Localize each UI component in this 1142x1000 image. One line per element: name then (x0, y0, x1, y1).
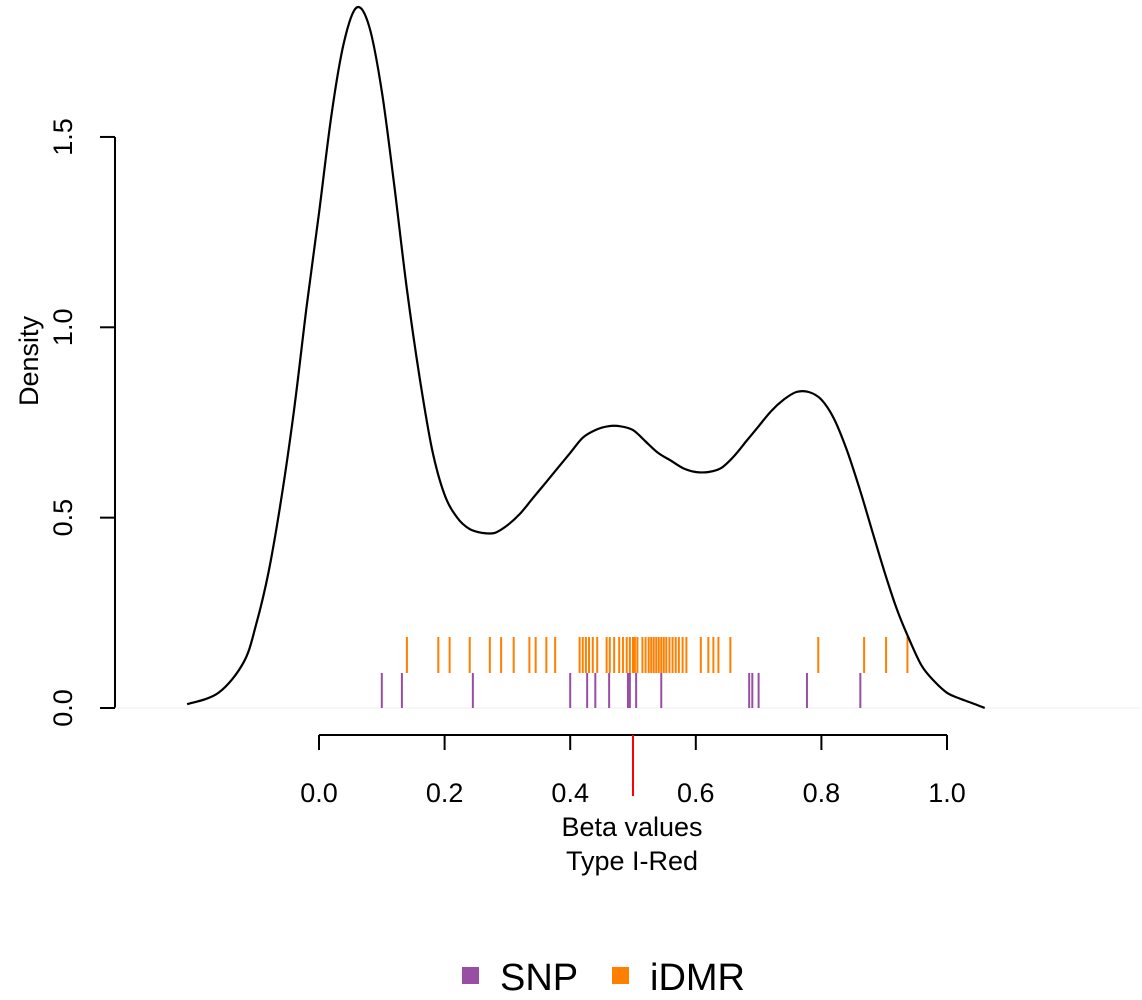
y-axis-ticks: 0.0 0.5 1.0 1.5 (48, 118, 115, 727)
x-tick-label: 1.0 (928, 778, 966, 808)
idmr-legend-label: iDMR (650, 957, 745, 999)
x-tick-label: 0.2 (426, 778, 464, 808)
y-tick-label: 1.0 (48, 309, 78, 347)
snp-legend-swatch (462, 967, 479, 984)
legend: SNP iDMR (462, 957, 745, 999)
snp-legend-label: SNP (500, 957, 578, 999)
idmr-legend-swatch (612, 967, 629, 984)
x-axis-label: Beta values (561, 812, 702, 842)
y-axis-label: Density (14, 315, 44, 406)
rug-marks (380, 637, 909, 708)
x-axis-subtitle: Type I-Red (566, 846, 698, 876)
y-tick-label: 1.5 (48, 118, 78, 156)
y-tick-label: 0.0 (48, 689, 78, 727)
x-tick-label: 0.4 (551, 778, 589, 808)
x-tick-label: 0.6 (677, 778, 715, 808)
density-curve (186, 5, 986, 710)
x-axis-ticks: 0.0 0.2 0.4 0.6 0.8 1.0 (300, 735, 966, 808)
x-tick-label: 0.0 (300, 778, 338, 808)
y-tick-label: 0.5 (48, 499, 78, 537)
x-tick-label: 0.8 (803, 778, 841, 808)
